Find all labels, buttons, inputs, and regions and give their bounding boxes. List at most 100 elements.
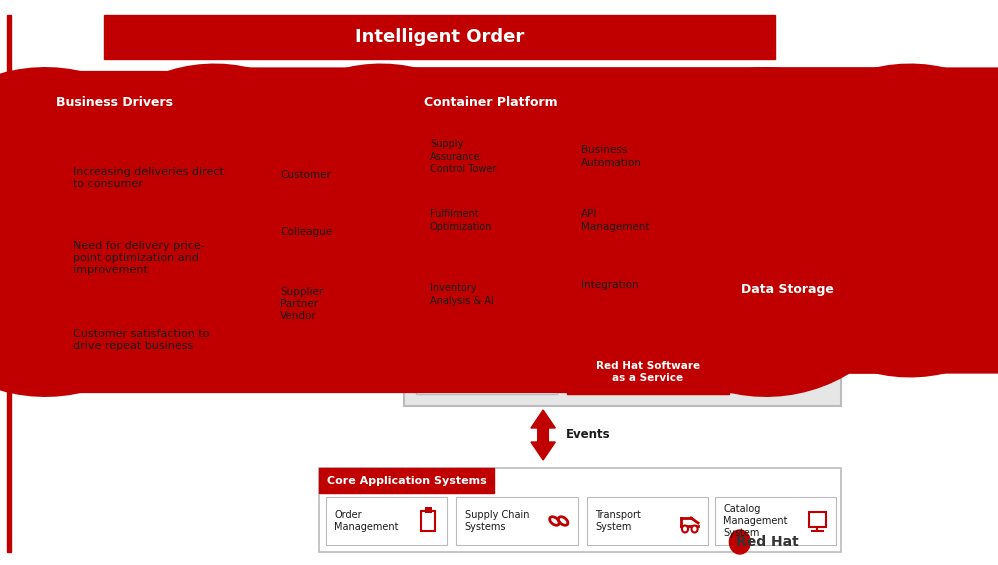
Ellipse shape <box>771 217 804 227</box>
Text: Data Storage: Data Storage <box>742 284 834 297</box>
Bar <box>715 497 836 545</box>
Circle shape <box>704 228 709 234</box>
Text: Red Hat: Red Hat <box>737 535 799 549</box>
Bar <box>425 507 432 513</box>
Circle shape <box>704 207 709 213</box>
Bar <box>732 190 844 312</box>
Bar <box>421 511 435 531</box>
Circle shape <box>693 228 698 234</box>
Circle shape <box>704 271 709 277</box>
Bar <box>404 88 840 406</box>
Circle shape <box>682 525 688 532</box>
Bar <box>17 88 213 116</box>
Bar <box>105 15 774 59</box>
Circle shape <box>709 281 714 288</box>
Bar <box>532 160 535 164</box>
Text: Customer satisfaction to
drive repeat business: Customer satisfaction to drive repeat bu… <box>73 329 210 351</box>
Bar <box>262 268 388 340</box>
Bar <box>421 258 552 331</box>
Bar <box>568 350 729 394</box>
Circle shape <box>351 160 365 176</box>
Bar <box>318 468 494 493</box>
Circle shape <box>698 216 705 224</box>
Bar <box>527 149 530 153</box>
Bar <box>692 146 698 154</box>
Bar <box>7 15 11 552</box>
Bar <box>521 160 525 164</box>
Bar <box>325 497 447 545</box>
Bar <box>771 233 804 244</box>
Circle shape <box>693 271 698 277</box>
Circle shape <box>28 183 35 191</box>
Circle shape <box>693 292 698 298</box>
Bar <box>531 215 536 224</box>
Circle shape <box>21 318 59 362</box>
Bar <box>573 192 724 249</box>
Text: Order
Management: Order Management <box>334 510 399 532</box>
Bar <box>318 468 840 552</box>
Bar <box>771 222 804 233</box>
Circle shape <box>704 292 709 298</box>
Circle shape <box>21 236 59 280</box>
Bar <box>587 497 709 545</box>
Bar <box>262 207 388 257</box>
Text: Container Platform: Container Platform <box>424 95 558 108</box>
Bar <box>692 159 698 167</box>
Circle shape <box>351 289 365 305</box>
Text: Increasing deliveries direct
to consumer: Increasing deliveries direct to consumer <box>73 167 224 189</box>
Text: Supply Chain
Systems: Supply Chain Systems <box>465 510 529 532</box>
Bar <box>521 149 525 153</box>
Bar <box>527 154 530 159</box>
Bar <box>532 154 535 159</box>
Bar <box>421 192 552 249</box>
Circle shape <box>688 218 693 224</box>
Text: API
Management: API Management <box>582 209 650 232</box>
Bar <box>456 497 578 545</box>
Text: Catalog
Management
System: Catalog Management System <box>724 503 787 538</box>
Bar <box>532 149 535 153</box>
Bar <box>732 268 844 312</box>
Circle shape <box>525 219 534 229</box>
Text: Red Hat Software
as a Service: Red Hat Software as a Service <box>596 361 700 383</box>
Bar <box>262 150 388 200</box>
Text: Colleague: Colleague <box>280 227 332 237</box>
Circle shape <box>688 281 693 288</box>
Polygon shape <box>531 428 555 460</box>
Text: Events: Events <box>566 428 611 441</box>
Circle shape <box>21 156 59 200</box>
Circle shape <box>698 280 705 289</box>
Ellipse shape <box>771 228 804 238</box>
Bar <box>521 154 525 159</box>
Circle shape <box>46 183 53 191</box>
Text: Customer: Customer <box>280 170 331 180</box>
Circle shape <box>351 217 365 233</box>
Bar <box>522 216 528 227</box>
Text: Intelligent Order: Intelligent Order <box>355 28 524 46</box>
Text: Business Drivers: Business Drivers <box>57 95 174 108</box>
Bar <box>404 88 578 116</box>
Bar <box>568 122 729 394</box>
Text: Business
Automation: Business Automation <box>582 145 643 168</box>
Bar <box>704 146 710 154</box>
Polygon shape <box>531 410 555 442</box>
Bar <box>573 256 724 313</box>
Circle shape <box>730 530 750 554</box>
Text: Fulfilment
Optimization: Fulfilment Optimization <box>430 209 492 232</box>
Text: ✓: ✓ <box>30 328 51 352</box>
Bar <box>255 143 395 381</box>
Text: Transport
System: Transport System <box>596 510 642 532</box>
Circle shape <box>692 525 698 532</box>
Bar <box>573 128 724 185</box>
Text: Supply
Assurance
Control Tower: Supply Assurance Control Tower <box>430 139 496 174</box>
Circle shape <box>709 218 714 224</box>
Text: Supplier
Partner
Vendor: Supplier Partner Vendor <box>280 286 323 321</box>
Bar <box>421 128 552 185</box>
Text: Core Application Systems: Core Application Systems <box>326 476 486 485</box>
Ellipse shape <box>771 239 804 249</box>
Text: Inventory
Analysis & AI: Inventory Analysis & AI <box>430 283 494 306</box>
Text: Need for delivery price-
point optimization and
improvement: Need for delivery price- point optimizat… <box>73 241 205 275</box>
Bar <box>416 122 557 394</box>
Bar <box>527 160 530 164</box>
Text: Integration: Integration <box>582 280 639 289</box>
Circle shape <box>693 207 698 213</box>
